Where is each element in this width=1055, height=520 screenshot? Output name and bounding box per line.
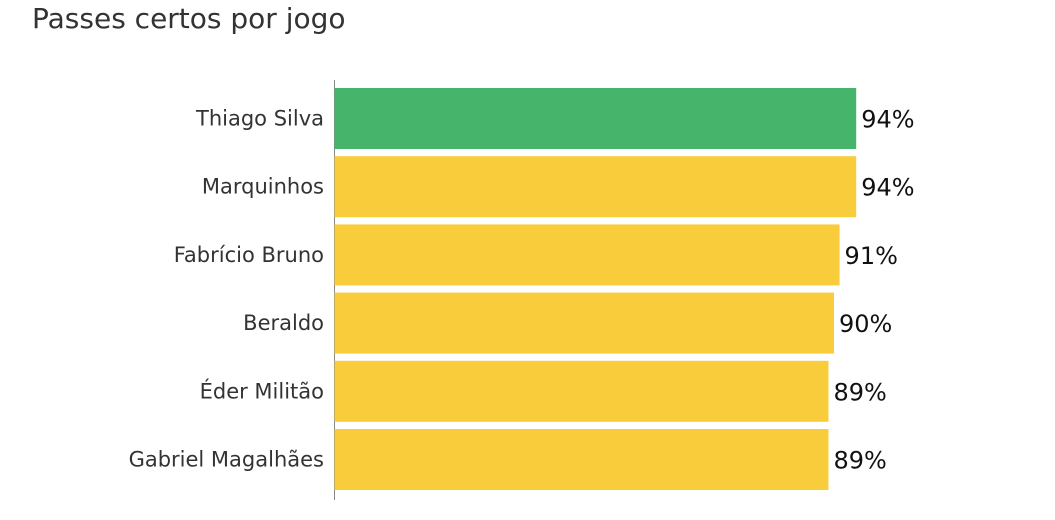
bar bbox=[334, 292, 834, 354]
value-label: 90% bbox=[839, 310, 892, 338]
bar bbox=[334, 429, 829, 490]
bar bbox=[334, 360, 829, 422]
chart-title: Passes certos por jogo bbox=[32, 2, 346, 35]
category-label: Gabriel Magalhães bbox=[129, 448, 324, 472]
value-label: 89% bbox=[833, 447, 886, 475]
bar bbox=[334, 88, 857, 149]
bar bbox=[334, 224, 840, 286]
category-label: Fabrício Bruno bbox=[174, 243, 324, 267]
category-label: Thiago Silva bbox=[195, 107, 324, 131]
value-label: 89% bbox=[833, 378, 886, 406]
value-label: 94% bbox=[861, 174, 914, 202]
bar bbox=[334, 156, 857, 218]
value-label: 94% bbox=[861, 106, 914, 134]
category-label: Marquinhos bbox=[202, 175, 324, 199]
value-label: 91% bbox=[845, 242, 898, 270]
category-label: Beraldo bbox=[243, 311, 324, 335]
category-label: Éder Militão bbox=[200, 378, 324, 403]
